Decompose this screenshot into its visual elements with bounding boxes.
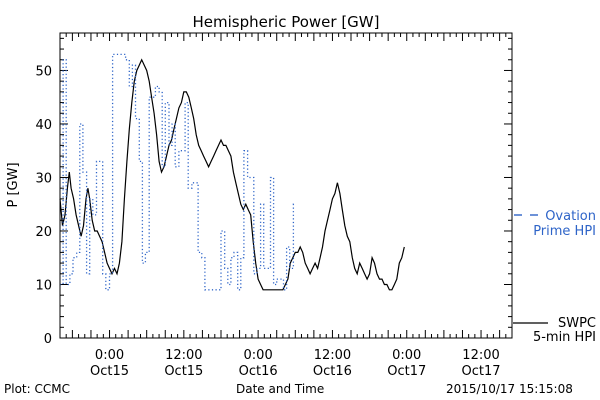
x-tick-label: 12:00 bbox=[314, 348, 351, 363]
y-tick-label: 10 bbox=[35, 278, 52, 293]
legend-ovation-label: Ovation bbox=[545, 209, 596, 224]
x-tick-label: 12:00 bbox=[462, 348, 499, 363]
x-tick-date-label: Oct15 bbox=[90, 364, 129, 379]
y-tick-label: 50 bbox=[35, 64, 52, 79]
x-tick-label: 0:00 bbox=[244, 348, 273, 363]
y-tick-label: 40 bbox=[35, 118, 52, 133]
chart-title: Hemispheric Power [GW] bbox=[193, 13, 380, 31]
x-tick-date-label: Oct15 bbox=[164, 364, 203, 379]
x-tick-date-label: Oct17 bbox=[462, 364, 501, 379]
x-tick-label: 0:00 bbox=[392, 348, 421, 363]
y-tick-label: 0 bbox=[44, 332, 52, 347]
legend-swpc-label-line2: 5-min HPI bbox=[533, 330, 596, 345]
y-axis-label: P [GW] bbox=[6, 162, 21, 207]
y-tick-label: 30 bbox=[35, 171, 52, 186]
plot-frame bbox=[59, 32, 513, 339]
axis-ticks: 010203040500:00Oct1512:00Oct150:00Oct161… bbox=[35, 33, 513, 379]
footer-timestamp: 2015/10/17 15:15:08 bbox=[446, 382, 573, 396]
x-axis-label: Date and Time bbox=[236, 382, 325, 396]
x-tick-label: 12:00 bbox=[165, 348, 202, 363]
legend-ovation-label-line2: Prime HPI bbox=[533, 224, 596, 239]
series-ovation-prime-line bbox=[60, 53, 296, 291]
x-tick-label: 0:00 bbox=[95, 348, 124, 363]
x-tick-date-label: Oct16 bbox=[239, 364, 278, 379]
y-tick-label: 20 bbox=[35, 225, 52, 240]
series-swpc-line bbox=[59, 58, 405, 291]
x-tick-date-label: Oct17 bbox=[387, 364, 426, 379]
legend-swpc-label: SWPC bbox=[558, 316, 596, 331]
series-layer bbox=[59, 53, 405, 291]
x-tick-date-label: Oct16 bbox=[313, 364, 352, 379]
footer-plot-credit: Plot: CCMC bbox=[4, 382, 70, 396]
